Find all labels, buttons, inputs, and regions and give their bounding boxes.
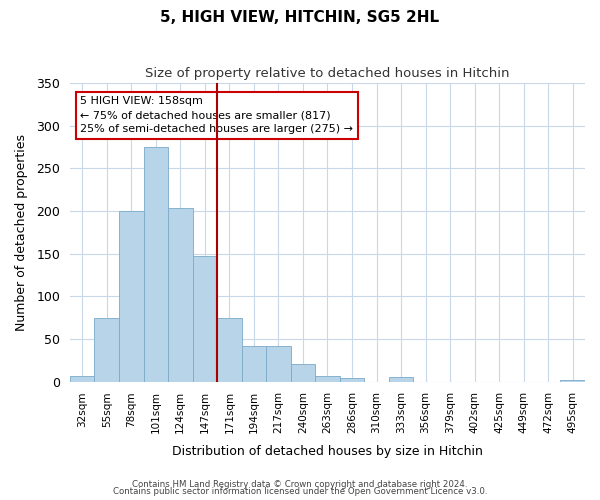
Text: Contains HM Land Registry data © Crown copyright and database right 2024.: Contains HM Land Registry data © Crown c… (132, 480, 468, 489)
Bar (168, 208, 193, 382)
Bar (315, 376, 340, 382)
Bar (242, 346, 266, 382)
Bar (94, 318, 119, 382)
Bar (290, 364, 315, 382)
X-axis label: Distribution of detached houses by size in Hitchin: Distribution of detached houses by size … (172, 444, 483, 458)
Bar (217, 318, 242, 382)
Title: Size of property relative to detached houses in Hitchin: Size of property relative to detached ho… (145, 68, 510, 80)
Text: Contains public sector information licensed under the Open Government Licence v3: Contains public sector information licen… (113, 487, 487, 496)
Bar (143, 147, 168, 382)
Y-axis label: Number of detached properties: Number of detached properties (15, 134, 28, 331)
Bar (340, 378, 364, 382)
Bar (119, 211, 143, 382)
Text: 5, HIGH VIEW, HITCHIN, SG5 2HL: 5, HIGH VIEW, HITCHIN, SG5 2HL (160, 10, 440, 25)
Text: 5 HIGH VIEW: 158sqm
← 75% of detached houses are smaller (817)
25% of semi-detac: 5 HIGH VIEW: 158sqm ← 75% of detached ho… (80, 96, 353, 134)
Bar (193, 256, 217, 382)
Bar (70, 376, 94, 382)
Bar (266, 346, 290, 382)
Bar (560, 380, 585, 382)
Bar (389, 378, 413, 382)
